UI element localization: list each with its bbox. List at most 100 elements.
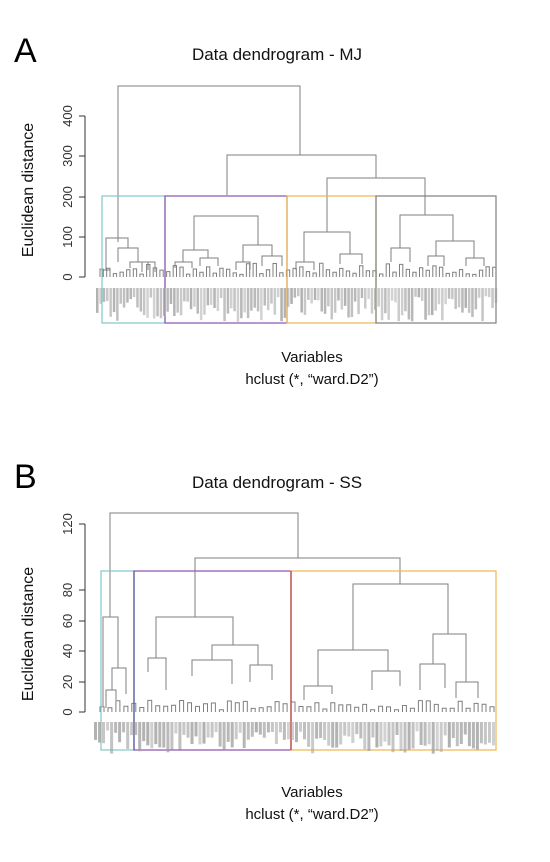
panel-a-y-axis: 0 100 200 300 400: [60, 105, 86, 281]
leaf-merge: [232, 272, 237, 277]
leaf-merge: [445, 272, 450, 277]
leaf-label: [479, 722, 483, 744]
leaf-label: [319, 722, 323, 738]
leaf-merge: [203, 703, 208, 712]
leaf-label: [179, 288, 183, 316]
leaf-merge: [338, 704, 344, 712]
leaf-label: [404, 288, 407, 312]
leaf-merge: [485, 266, 490, 277]
leaf-merge: [457, 700, 463, 712]
leaf-label: [364, 288, 367, 309]
leaf-label: [307, 722, 311, 747]
leaf-merge: [126, 269, 131, 277]
leaf-label: [270, 288, 273, 304]
leaf-merge: [354, 706, 360, 712]
leaf-merge: [405, 268, 410, 277]
leaf-merge: [489, 706, 495, 712]
leaf-label: [400, 288, 404, 316]
leaf-label: [357, 288, 360, 315]
leaf-label: [347, 288, 350, 318]
leaf-label: [119, 288, 123, 304]
leaf-label: [238, 722, 242, 733]
leaf-label: [146, 722, 150, 746]
leaf-label: [210, 722, 214, 738]
leaf-merge: [379, 273, 384, 277]
leaf-label: [447, 288, 451, 299]
leaf-label: [152, 288, 156, 319]
panel-b-leaves: [99, 699, 495, 712]
leaf-label: [415, 722, 419, 732]
leaf-label: [196, 288, 200, 314]
panel-b-ytick-20: 20: [60, 675, 75, 689]
leaf-merge: [179, 266, 184, 277]
leaf-label: [410, 288, 414, 322]
leaf-merge: [472, 273, 477, 277]
leaf-label: [142, 288, 146, 316]
panel-b-dendrogram: [102, 512, 479, 708]
leaf-label: [254, 722, 258, 733]
leaf-label: [394, 288, 397, 303]
leaf-label: [102, 722, 106, 744]
leaf-merge: [332, 271, 337, 277]
leaf-label: [246, 288, 250, 319]
leaf-merge: [226, 700, 232, 712]
leaf-label: [129, 288, 133, 300]
panel-a-root-merge: [117, 85, 301, 242]
leaf-label: [260, 288, 263, 321]
leaf-label: [299, 722, 303, 732]
leaf-merge: [419, 267, 424, 277]
leaf-merge: [305, 271, 311, 277]
leaf-label: [142, 722, 146, 742]
leaf-merge: [132, 268, 138, 277]
leaf-merge: [285, 269, 291, 277]
leaf-label: [209, 288, 213, 305]
leaf-label: [189, 288, 193, 310]
leaf-label: [370, 288, 374, 314]
leaf-label: [106, 722, 110, 731]
leaf-label: [183, 288, 186, 302]
leaf-label: [441, 288, 444, 321]
leaf-label: [136, 288, 139, 308]
leaf-label: [327, 288, 330, 307]
leaf-label: [375, 722, 379, 748]
leaf-label: [293, 288, 297, 298]
leaf-merge: [171, 704, 177, 712]
leaf-label: [243, 288, 246, 313]
leaf-merge: [219, 267, 224, 277]
panel-a-leaves: [99, 262, 497, 277]
leaf-label: [323, 722, 327, 740]
leaf-label: [114, 722, 118, 733]
leaf-label: [403, 722, 407, 753]
leaf-merge: [252, 262, 257, 277]
leaf-label: [214, 722, 218, 733]
leaf-label: [193, 288, 196, 307]
leaf-label: [230, 288, 233, 309]
leaf-label: [311, 722, 315, 754]
panel-b-xlabel: Variables: [281, 784, 342, 801]
leaf-merge: [152, 267, 158, 277]
leaf-label: [457, 288, 461, 308]
leaf-label: [98, 722, 102, 743]
leaf-label: [427, 722, 431, 745]
panel-a-ytick-300: 300: [60, 145, 75, 167]
leaf-label: [407, 722, 411, 750]
panel-b-subtitle: hclust (*, “ward.D2”): [245, 806, 378, 823]
panel-b-ytick-40: 40: [60, 644, 75, 658]
leaf-label: [327, 722, 331, 746]
leaf-merge: [245, 263, 251, 277]
leaf-label: [159, 288, 163, 319]
leaf-label: [407, 288, 411, 320]
leaf-label: [203, 288, 206, 315]
leaf-label: [491, 288, 494, 308]
leaf-label: [431, 288, 434, 316]
panel-a-ytick-100: 100: [60, 226, 75, 248]
leaf-label: [481, 288, 484, 322]
leaf-merge: [322, 708, 328, 712]
leaf-merge: [139, 273, 144, 277]
leaf-merge: [119, 271, 124, 277]
leaf-label: [166, 722, 170, 753]
leaf-label: [434, 288, 437, 311]
panel-a-dendrogram: [102, 85, 485, 277]
panel-a-subtitle: hclust (*, “ward.D2”): [245, 371, 378, 388]
leaf-label: [484, 288, 488, 297]
